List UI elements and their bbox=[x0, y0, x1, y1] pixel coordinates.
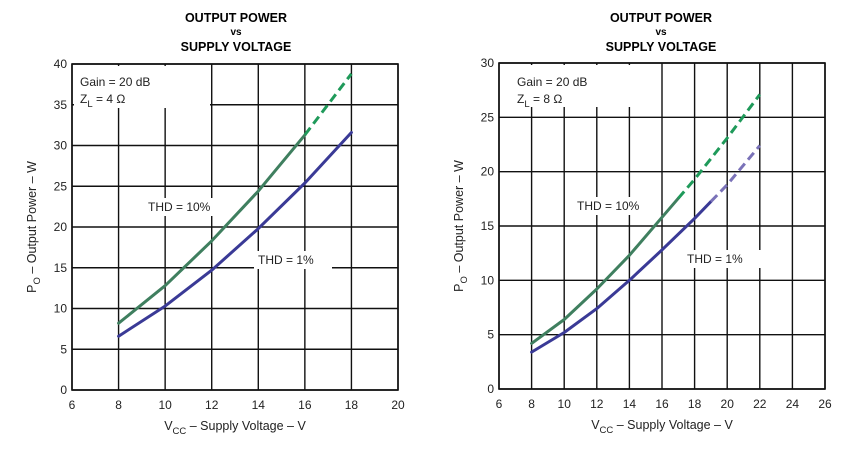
x-tick-label: 8 bbox=[115, 398, 122, 412]
y-tick-label: 10 bbox=[481, 273, 495, 287]
y-axis-label-sub: O bbox=[32, 277, 43, 284]
series-label: THD = 10% bbox=[148, 200, 211, 214]
x-axis-label: VCC – Supply Voltage – V bbox=[591, 418, 733, 436]
x-axis-label-main: V bbox=[164, 419, 173, 433]
x-tick-label: 22 bbox=[753, 397, 767, 411]
annotation-load-rest: = 8 Ω bbox=[530, 92, 563, 106]
x-axis-label-main: V bbox=[591, 418, 600, 432]
y-tick-label: 5 bbox=[60, 342, 67, 356]
x-tick-label: 6 bbox=[69, 398, 76, 412]
x-tick-label: 18 bbox=[688, 397, 702, 411]
series-line-solid bbox=[530, 196, 680, 345]
annotation-load-sub: L bbox=[524, 99, 529, 110]
y-tick-label: 5 bbox=[487, 328, 494, 342]
series-thd-10: THD = 10% bbox=[530, 93, 762, 345]
annotation-box bbox=[74, 66, 210, 108]
chart-subtitle: SUPPLY VOLTAGE bbox=[606, 40, 717, 54]
y-axis-label-rest: – Output Power – W bbox=[452, 160, 466, 276]
x-axis-label-rest: – Supply Voltage – V bbox=[613, 418, 733, 432]
series-line-solid bbox=[117, 133, 307, 325]
y-tick-label: 20 bbox=[54, 220, 68, 234]
y-tick-label: 15 bbox=[481, 219, 495, 233]
x-tick-label: 12 bbox=[205, 398, 219, 412]
series-thd-10: THD = 10% bbox=[117, 72, 353, 325]
y-axis-label: PO – Output Power – W bbox=[452, 160, 470, 292]
x-tick-label: 20 bbox=[391, 398, 405, 412]
x-tick-label: 14 bbox=[252, 398, 266, 412]
series-line-dashed bbox=[677, 93, 762, 200]
chart-panel-left: OUTPUT POWER vs SUPPLY VOLTAGE 6 8 10 12 14 16 18… bbox=[0, 0, 420, 453]
series-line-dashed bbox=[709, 144, 761, 203]
y-tick-label: 30 bbox=[54, 139, 68, 153]
y-axis-label-sub: O bbox=[459, 276, 470, 283]
y-tick-label: 25 bbox=[54, 179, 68, 193]
x-tick-label: 16 bbox=[655, 397, 669, 411]
annotation-load-rest: = 4 Ω bbox=[93, 92, 126, 106]
y-tick-label: 25 bbox=[481, 110, 495, 124]
x-tick-label: 20 bbox=[721, 397, 735, 411]
y-tick-label: 15 bbox=[54, 261, 68, 275]
chart-subtitle: SUPPLY VOLTAGE bbox=[181, 40, 292, 54]
x-tick-label: 26 bbox=[818, 397, 832, 411]
y-axis-label-main: P bbox=[452, 284, 466, 292]
annotation-box bbox=[501, 65, 637, 107]
series-label: THD = 1% bbox=[258, 253, 314, 267]
x-axis-label-sub: CC bbox=[600, 425, 614, 436]
y-tick-label: 0 bbox=[60, 383, 67, 397]
x-tick-label: 8 bbox=[528, 397, 535, 411]
y-tick-label: 10 bbox=[54, 302, 68, 316]
x-tick-label: 24 bbox=[786, 397, 800, 411]
y-axis-label: PO – Output Power – W bbox=[25, 161, 43, 293]
chart-title-vs: vs bbox=[230, 27, 242, 38]
annotation-load-sub: L bbox=[87, 99, 92, 110]
chart-title: OUTPUT POWER bbox=[610, 11, 712, 25]
grid bbox=[498, 62, 826, 390]
series-label-bg bbox=[254, 251, 332, 269]
y-tick-label: 20 bbox=[481, 165, 495, 179]
annotation-load-main: Z bbox=[517, 92, 524, 106]
series-label: THD = 10% bbox=[577, 199, 640, 213]
x-axis-label-sub: CC bbox=[173, 426, 187, 437]
annotation-load: ZL = 8 Ω bbox=[517, 92, 562, 110]
x-tick-label: 12 bbox=[590, 397, 604, 411]
x-axis-label-rest: – Supply Voltage – V bbox=[186, 419, 306, 433]
annotation-gain: Gain = 20 dB bbox=[517, 75, 587, 89]
series-label: THD = 1% bbox=[687, 252, 743, 266]
annotation-gain: Gain = 20 dB bbox=[80, 75, 150, 89]
x-tick-label: 6 bbox=[496, 397, 503, 411]
chart-panel-right: OUTPUT POWER vs SUPPLY VOLTAGE 6 8 10 12 14 16 18… bbox=[425, 0, 847, 453]
y-axis-label-main: P bbox=[25, 285, 39, 293]
chart-left-svg: OUTPUT POWER vs SUPPLY VOLTAGE 6 8 10 12 14 16 18… bbox=[25, 11, 405, 437]
x-tick-label: 10 bbox=[558, 397, 572, 411]
x-axis-label: VCC – Supply Voltage – V bbox=[164, 419, 306, 437]
annotation-load-main: Z bbox=[80, 92, 87, 106]
plot-frame bbox=[498, 62, 826, 390]
series-label-bg bbox=[573, 197, 651, 215]
series-thd-1: THD = 1% bbox=[530, 144, 761, 354]
x-tick-label: 10 bbox=[158, 398, 172, 412]
y-tick-label: 35 bbox=[54, 98, 68, 112]
y-tick-label: 0 bbox=[487, 382, 494, 396]
series-line-solid bbox=[530, 200, 713, 354]
chart-title-vs: vs bbox=[655, 27, 667, 38]
plot-frame bbox=[71, 63, 399, 391]
grid bbox=[71, 63, 399, 391]
series-thd-1: THD = 1% bbox=[117, 131, 353, 338]
x-tick-label: 18 bbox=[345, 398, 359, 412]
y-tick-label: 40 bbox=[54, 57, 68, 71]
x-tick-label: 16 bbox=[298, 398, 312, 412]
series-label-bg bbox=[683, 250, 761, 268]
annotation-load: ZL = 4 Ω bbox=[80, 92, 125, 110]
chart-title: OUTPUT POWER bbox=[185, 11, 287, 25]
series-line-dashed bbox=[303, 72, 353, 136]
y-tick-label: 30 bbox=[481, 56, 495, 70]
series-line-solid bbox=[117, 131, 353, 338]
chart-right-svg: OUTPUT POWER vs SUPPLY VOLTAGE 6 8 10 12 14 16 18… bbox=[452, 11, 832, 436]
x-tick-label: 14 bbox=[623, 397, 637, 411]
series-label-bg bbox=[144, 198, 222, 216]
y-axis-label-rest: – Output Power – W bbox=[25, 161, 39, 277]
